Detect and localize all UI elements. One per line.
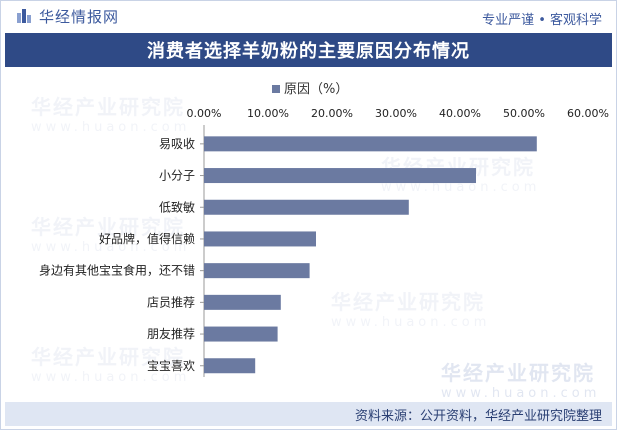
title-bar: 消费者选择羊奶粉的主要原因分布情况 bbox=[5, 33, 612, 67]
x-tick-label: 30.00% bbox=[375, 107, 417, 120]
category-label: 低致敏 bbox=[159, 199, 195, 214]
watermark-text: 华经产业研究院 bbox=[31, 95, 185, 119]
legend-swatch bbox=[272, 85, 280, 93]
watermark-url: www.huaon.com bbox=[441, 386, 601, 401]
x-tick-label: 20.00% bbox=[311, 107, 353, 120]
bar bbox=[204, 326, 278, 342]
bar-chart: 原因（%） 0.00% 10.00% 20.00% 30.00% 40.00% 50.00%… bbox=[39, 82, 609, 377]
logo-icon bbox=[17, 9, 31, 23]
brand-name: 华经情报网 bbox=[39, 8, 120, 26]
bar bbox=[204, 136, 537, 152]
chart-title: 消费者选择羊奶粉的主要原因分布情况 bbox=[147, 41, 470, 62]
slogan: 专业严谨 • 客观科学 bbox=[482, 13, 602, 28]
watermark-url: www.huaon.com bbox=[31, 120, 191, 135]
watermark: 华经产业研究院 www.huaon.com bbox=[31, 341, 190, 385]
watermark: 华经产业研究院 www.huaon.com bbox=[441, 357, 600, 401]
watermark: 华经产业研究院 www.huaon.com bbox=[31, 211, 190, 255]
watermark-text: 华经产业研究院 bbox=[441, 361, 595, 385]
watermark: 华经产业研究院 www.huaon.com bbox=[331, 286, 490, 330]
watermark-text: 华经产业研究院 bbox=[31, 345, 185, 369]
category-label: 易吸收 bbox=[159, 137, 195, 151]
footer: 资料来源：公开资料，华经产业研究院整理 bbox=[5, 402, 612, 426]
watermark-url: www.huaon.com bbox=[381, 180, 541, 195]
x-tick-label: 60.00% bbox=[567, 107, 609, 120]
x-tick-label: 10.00% bbox=[247, 107, 289, 120]
watermark-url: www.huaon.com bbox=[31, 240, 191, 255]
watermark-text: 华经产业研究院 bbox=[31, 215, 185, 239]
category-label: 小分子 bbox=[159, 169, 195, 183]
bar bbox=[204, 263, 310, 279]
bar bbox=[204, 294, 281, 310]
legend-label: 原因（%） bbox=[284, 82, 348, 97]
category-label: 宝宝喜欢 bbox=[147, 358, 195, 373]
watermark-url: www.huaon.com bbox=[331, 315, 491, 330]
watermark-url: www.huaon.com bbox=[31, 370, 191, 385]
x-tick-label: 40.00% bbox=[439, 107, 481, 120]
watermark-text: 华经产业研究院 bbox=[331, 290, 485, 314]
bar bbox=[204, 199, 409, 215]
x-tick-label: 50.00% bbox=[503, 107, 545, 120]
bar bbox=[204, 168, 476, 184]
x-tick-label: 0.00% bbox=[187, 107, 222, 120]
bar bbox=[204, 358, 256, 374]
category-label: 朋友推荐 bbox=[147, 327, 195, 341]
category-label: 好品牌，值得信赖 bbox=[99, 231, 195, 246]
top-bar: 华经情报网 专业严谨 • 客观科学 bbox=[1, 1, 616, 31]
bar bbox=[204, 231, 316, 247]
watermark: 华经产业研究院 www.huaon.com bbox=[31, 91, 190, 135]
source-note: 资料来源：公开资料，华经产业研究院整理 bbox=[354, 409, 602, 424]
category-label: 身边有其他宝宝食用，还不错 bbox=[39, 263, 195, 278]
category-label: 店员推荐 bbox=[147, 295, 195, 309]
